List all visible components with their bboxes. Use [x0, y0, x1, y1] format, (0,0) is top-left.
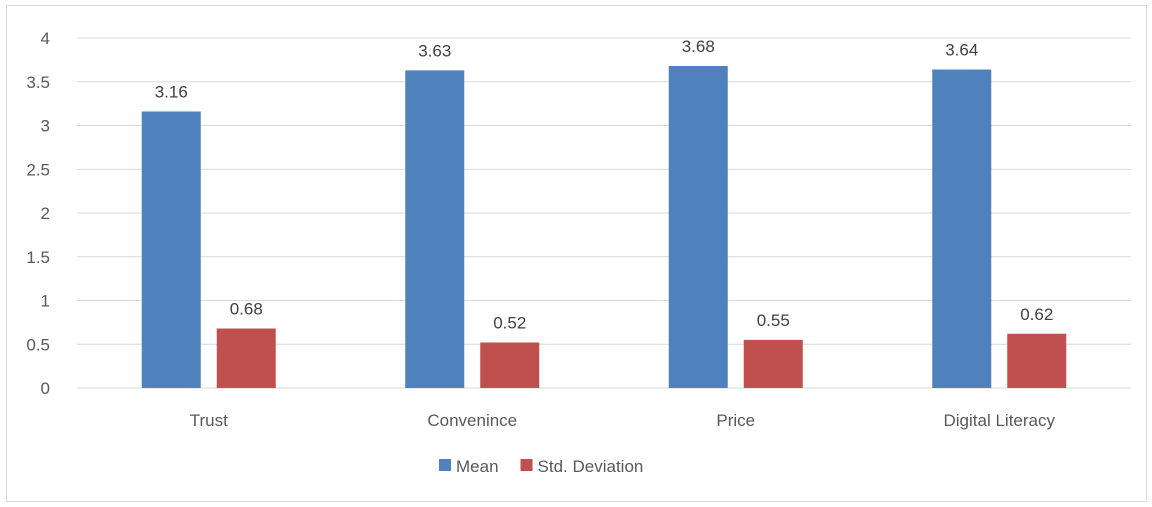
legend: Mean Std. Deviation [439, 457, 643, 476]
mean-bar [405, 70, 465, 388]
data-label: 0.52 [493, 314, 526, 333]
y-axis-ticks: 0 0.5 1 1.5 2 2.5 3 3.5 4 [26, 29, 50, 398]
category-label: Digital Literacy [944, 411, 1056, 430]
y-tick-label: 4 [41, 29, 50, 48]
std-deviation-bar [1007, 333, 1067, 388]
category-label: Trust [190, 411, 228, 430]
mean-bar [141, 111, 201, 388]
std-deviation-bar [480, 342, 540, 388]
data-label: 0.68 [230, 300, 263, 319]
y-tick-label: 0 [41, 379, 50, 398]
data-label: 3.16 [155, 83, 188, 102]
y-tick-label: 0.5 [26, 335, 50, 354]
legend-label: Mean [456, 457, 499, 476]
legend-swatch [520, 459, 533, 471]
data-label: 0.62 [1020, 305, 1053, 324]
std-deviation-bar [216, 328, 276, 388]
y-tick-label: 1.5 [26, 248, 50, 267]
y-tick-label: 2.5 [26, 160, 50, 179]
y-tick-label: 3.5 [26, 73, 50, 92]
data-label: 0.55 [757, 311, 790, 330]
legend-swatch [439, 459, 451, 471]
category-label: Convenince [427, 411, 517, 430]
y-tick-label: 2 [41, 204, 50, 223]
data-label: 3.64 [945, 41, 978, 60]
bars [141, 66, 1067, 388]
mean-bar [932, 69, 992, 388]
y-tick-label: 1 [41, 292, 50, 311]
mean-bar [668, 66, 728, 388]
y-tick-label: 3 [41, 117, 50, 136]
x-axis-categories: Trust Convenince Price Digital Literacy [190, 411, 1056, 430]
data-label: 3.63 [418, 41, 451, 60]
data-label: 3.68 [682, 37, 715, 56]
data-labels: 3.16 0.68 3.63 0.52 3.68 0.55 3.64 0.62 [155, 37, 1054, 333]
category-label: Price [716, 411, 755, 430]
std-deviation-bar [743, 339, 803, 388]
legend-label: Std. Deviation [538, 457, 644, 476]
